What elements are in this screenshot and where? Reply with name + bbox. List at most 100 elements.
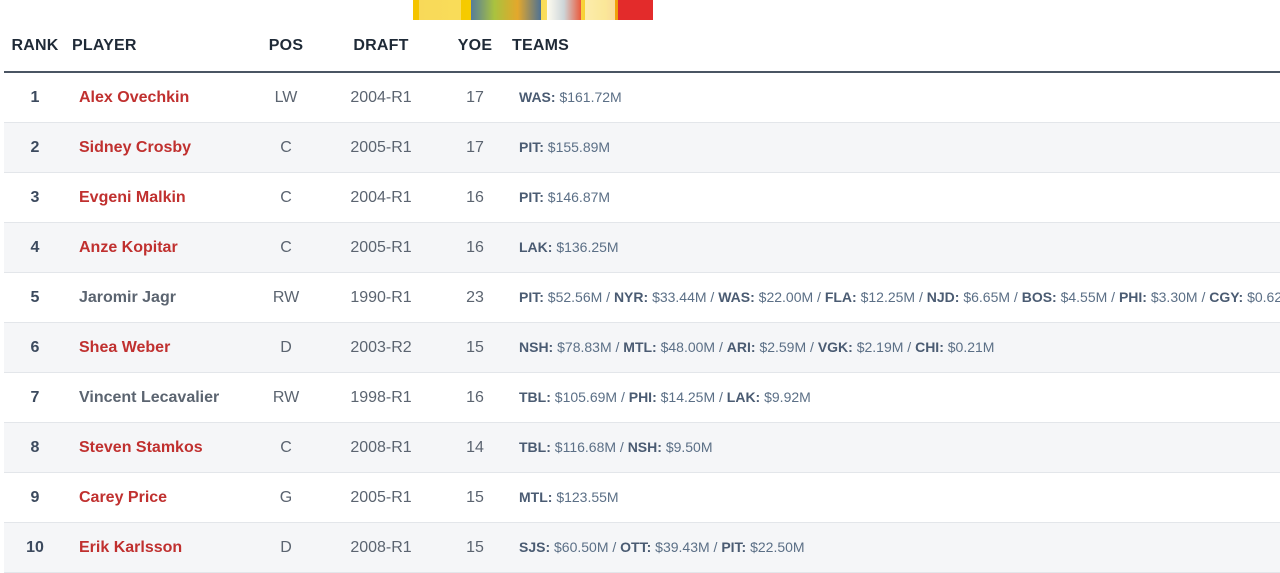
player-link[interactable]: Erik Karlsson bbox=[79, 539, 183, 556]
column-header-rank[interactable]: RANK bbox=[11, 37, 59, 54]
team-earnings: $78.83M bbox=[557, 339, 612, 355]
team-earnings: $155.89M bbox=[547, 139, 611, 155]
team-separator: / bbox=[1107, 289, 1119, 305]
ad-image bbox=[585, 0, 615, 20]
table-row: 3 Evgeni Malkin C 2004-R1 16 PIT: $146.87M bbox=[4, 173, 1280, 223]
team-earnings: $52.56M bbox=[547, 289, 603, 305]
team-separator: / bbox=[602, 289, 614, 305]
pos-cell: G bbox=[279, 489, 293, 506]
player-link[interactable]: Evgeni Malkin bbox=[79, 189, 186, 206]
team-separator: / bbox=[915, 289, 927, 305]
teams-cell: TBL: $105.69M / PHI: $14.25M / LAK: $9.9… bbox=[519, 373, 1280, 422]
column-header-player[interactable]: PLAYER bbox=[72, 37, 137, 54]
player-link[interactable]: Alex Ovechkin bbox=[79, 89, 190, 106]
rank-cell: 4 bbox=[30, 239, 40, 256]
yoe-cell: 16 bbox=[466, 239, 484, 256]
draft-cell: 2005-R1 bbox=[350, 139, 412, 156]
player-link[interactable]: Shea Weber bbox=[79, 339, 171, 356]
draft-cell: 1998-R1 bbox=[350, 389, 412, 406]
draft-cell: 2004-R1 bbox=[350, 89, 412, 106]
team-code: CGY: bbox=[1209, 289, 1244, 305]
team-code: WAS: bbox=[718, 289, 755, 305]
team-earnings: $9.92M bbox=[764, 389, 811, 405]
team-earnings: $60.50M bbox=[554, 539, 609, 555]
team-code: MTL: bbox=[519, 489, 553, 505]
team-code: OTT: bbox=[620, 539, 652, 555]
teams-cell: PIT: $52.56M / NYR: $33.44M / WAS: $22.0… bbox=[519, 273, 1280, 322]
player-link[interactable]: Sidney Crosby bbox=[79, 139, 192, 156]
table-row: 6 Shea Weber D 2003-R2 15 NSH: $78.83M / MTL:… bbox=[4, 323, 1280, 373]
yoe-cell: 15 bbox=[466, 539, 484, 556]
table-row: 10 Erik Karlsson D 2008-R1 15 SJS: $60.50M / … bbox=[4, 523, 1280, 573]
rank-cell: 5 bbox=[30, 289, 40, 306]
team-code: NSH: bbox=[627, 439, 662, 455]
yoe-cell: 16 bbox=[466, 389, 484, 406]
team-earnings: $22.00M bbox=[758, 289, 814, 305]
yoe-cell: 17 bbox=[466, 89, 484, 106]
yoe-cell: 15 bbox=[466, 339, 484, 356]
draft-cell: 2005-R1 bbox=[350, 239, 412, 256]
draft-cell: 2005-R1 bbox=[350, 489, 412, 506]
rank-cell: 2 bbox=[30, 139, 40, 156]
team-earnings: $14.25M bbox=[660, 389, 716, 405]
team-code: NYR: bbox=[613, 289, 649, 305]
draft-cell: 2008-R1 bbox=[350, 439, 412, 456]
player-name: Vincent Lecavalier bbox=[79, 389, 220, 406]
yoe-cell: 14 bbox=[466, 439, 484, 456]
team-code: NSH: bbox=[519, 339, 554, 355]
player-link[interactable]: Carey Price bbox=[79, 489, 168, 506]
team-separator: / bbox=[903, 339, 916, 355]
team-separator: / bbox=[706, 289, 719, 305]
pos-cell: C bbox=[280, 439, 292, 456]
team-earnings: $0.62M bbox=[1247, 289, 1280, 305]
table-row: 7 Vincent Lecavalier RW 1998-R1 16 TBL: $105.… bbox=[4, 373, 1280, 423]
team-code: BOS: bbox=[1021, 289, 1057, 305]
pos-cell: C bbox=[280, 189, 292, 206]
team-earnings: $48.00M bbox=[660, 339, 716, 355]
player-link[interactable]: Steven Stamkos bbox=[79, 439, 203, 456]
table-row: 9 Carey Price G 2005-R1 15 MTL: $123.55M bbox=[4, 473, 1280, 523]
team-separator: / bbox=[1197, 289, 1210, 305]
teams-cell: LAK: $136.25M bbox=[519, 223, 1280, 272]
pos-cell: RW bbox=[272, 389, 300, 406]
team-earnings: $116.68M bbox=[554, 439, 617, 455]
team-earnings: $6.65M bbox=[963, 289, 1011, 305]
team-code: PIT: bbox=[519, 139, 544, 155]
player-link[interactable]: Anze Kopitar bbox=[79, 239, 178, 256]
team-separator: / bbox=[617, 389, 629, 405]
team-earnings: $2.19M bbox=[856, 339, 904, 355]
rank-cell: 7 bbox=[30, 389, 40, 406]
teams-cell: WAS: $161.72M bbox=[519, 73, 1280, 122]
pos-cell: C bbox=[280, 239, 292, 256]
team-earnings: $146.87M bbox=[547, 189, 611, 205]
team-earnings: $161.72M bbox=[559, 89, 622, 105]
teams-cell: NSH: $78.83M / MTL: $48.00M / ARI: $2.59… bbox=[519, 323, 1280, 372]
table-header: RANK PLAYER POS DRAFT YOE TEAMS bbox=[4, 21, 1280, 73]
team-code: TBL: bbox=[519, 439, 551, 455]
draft-cell: 2004-R1 bbox=[350, 189, 412, 206]
team-earnings: $4.55M bbox=[1060, 289, 1108, 305]
team-earnings: $0.21M bbox=[947, 339, 995, 355]
team-earnings: $3.30M bbox=[1150, 289, 1198, 305]
team-code: MTL: bbox=[623, 339, 657, 355]
team-code: PIT: bbox=[721, 539, 747, 555]
column-header-teams[interactable]: TEAMS bbox=[512, 37, 569, 54]
column-header-yoe[interactable]: YOE bbox=[457, 37, 493, 54]
ad-banner[interactable] bbox=[413, 0, 653, 20]
team-code: PHI: bbox=[628, 389, 657, 405]
teams-cell: TBL: $116.68M / NSH: $9.50M bbox=[519, 423, 1280, 472]
table-row: 4 Anze Kopitar C 2005-R1 16 LAK: $136.25M bbox=[4, 223, 1280, 273]
team-code: ARI: bbox=[726, 339, 756, 355]
team-separator: / bbox=[709, 539, 722, 555]
team-separator: / bbox=[715, 389, 727, 405]
column-header-draft[interactable]: DRAFT bbox=[353, 37, 409, 54]
team-separator: / bbox=[813, 289, 825, 305]
team-separator: / bbox=[611, 339, 624, 355]
team-separator: / bbox=[1010, 289, 1022, 305]
column-header-pos[interactable]: POS bbox=[268, 37, 304, 54]
team-earnings: $22.50M bbox=[750, 539, 805, 555]
teams-cell: PIT: $146.87M bbox=[519, 173, 1280, 222]
teams-cell: PIT: $155.89M bbox=[519, 123, 1280, 172]
team-earnings: $123.55M bbox=[556, 489, 619, 505]
rank-cell: 8 bbox=[30, 439, 40, 456]
